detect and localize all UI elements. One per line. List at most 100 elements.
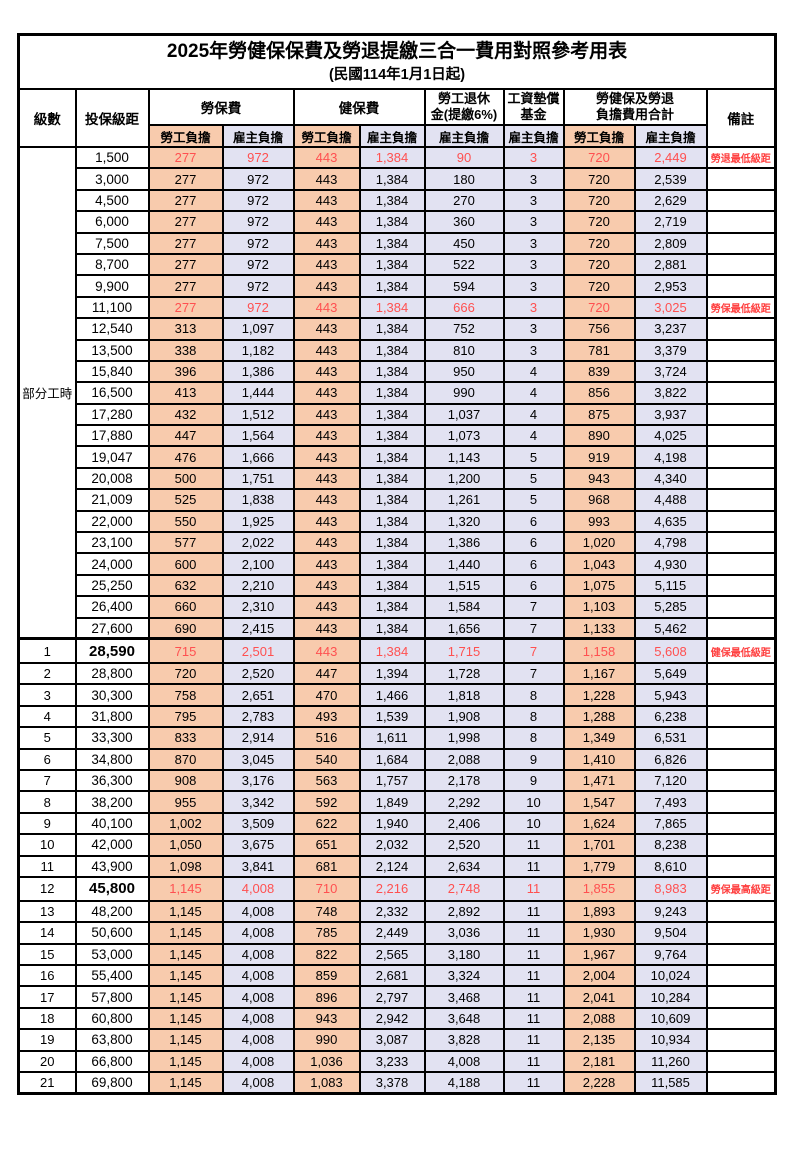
fee-cell: 7 (502, 595, 565, 619)
fee-cell: 1,466 (358, 683, 426, 707)
fee-cell: 5 (502, 445, 565, 469)
fee-cell: 1,893 (562, 899, 636, 924)
fee-cell: 1,440 (423, 552, 505, 576)
fee-cell: 720 (562, 167, 636, 191)
fee-cell: 277 (147, 188, 224, 213)
bracket-cell: 1,500 (74, 145, 150, 170)
pension-header-line2: 金(提繳6%) (430, 107, 498, 122)
fee-cell: 443 (292, 616, 361, 641)
col-header-labor-insurance: 勞保費 (147, 88, 295, 126)
fee-cell: 277 (147, 167, 224, 191)
bracket-cell: 50,600 (74, 921, 150, 945)
fee-cell: 2,809 (633, 231, 708, 255)
fee-cell: 516 (292, 726, 361, 750)
fee-cell: 2,881 (633, 252, 708, 277)
fee-cell: 3,025 (633, 295, 708, 320)
fee-cell: 443 (292, 595, 361, 619)
fee-cell: 632 (147, 573, 224, 598)
fee-cell: 1,701 (562, 833, 636, 857)
fee-cell: 1,228 (562, 683, 636, 707)
table-row: 13,500 338 1,182 443 1,384 810 3 781 3,379 (19, 338, 777, 362)
fee-cell: 476 (147, 445, 224, 469)
fee-cell: 4,008 (221, 1070, 295, 1095)
table-row: 4 31,800 795 2,783 493 1,539 1,908 8 1,288 6,238 (17, 704, 777, 729)
remark-cell (705, 899, 777, 924)
fee-cell: 1,611 (358, 726, 426, 750)
fee-cell: 1,145 (147, 899, 224, 924)
fee-cell: 500 (147, 466, 224, 491)
fee-cell: 4,008 (221, 942, 295, 967)
remark-cell (705, 616, 777, 641)
fee-cell: 2,520 (221, 661, 295, 686)
fee-cell: 277 (147, 210, 224, 234)
fee-cell: 1,930 (562, 921, 636, 945)
table-row: 7,500 277 972 443 1,384 450 3 720 2,809 (19, 231, 777, 255)
fee-cell: 856 (562, 381, 636, 405)
remark-cell (705, 488, 777, 512)
wage-fund-header-line1: 工資墊償 (507, 91, 560, 106)
fee-cell: 3,468 (423, 985, 505, 1009)
remark-cell (705, 1028, 777, 1052)
remark-cell (705, 1049, 777, 1074)
remark-cell (705, 466, 777, 491)
fee-cell: 1,584 (423, 595, 505, 619)
fee-cell: 2,914 (221, 726, 295, 750)
remark-cell (705, 595, 777, 619)
fee-cell: 1,384 (358, 573, 426, 598)
remark-cell (705, 317, 777, 341)
fee-cell: 443 (292, 359, 361, 384)
fee-cell: 3 (502, 145, 565, 170)
fee-cell: 3,045 (221, 747, 295, 771)
bracket-cell: 7,500 (74, 231, 150, 255)
level-cell: 6 (17, 747, 77, 771)
fee-cell: 7 (502, 616, 565, 641)
remark-cell (705, 854, 777, 878)
bracket-cell: 36,300 (74, 768, 150, 793)
bracket-cell: 15,840 (74, 359, 150, 384)
fee-cell: 7 (502, 661, 565, 686)
fee-cell: 443 (292, 488, 361, 512)
remark-cell: 勞退最低級距 (705, 145, 777, 170)
level-cell: 11 (17, 854, 77, 878)
fee-cell: 2,178 (423, 768, 505, 793)
fee-cell: 2,783 (221, 704, 295, 729)
fee-cell: 443 (292, 466, 361, 491)
fee-cell: 10,609 (633, 1006, 708, 1031)
fee-cell: 1,073 (423, 424, 505, 448)
fee-cell: 6,531 (633, 726, 708, 750)
fee-cell: 8 (502, 726, 565, 750)
fee-cell: 443 (292, 552, 361, 576)
fee-cell: 443 (292, 188, 361, 213)
level-cell: 17 (17, 985, 77, 1009)
fee-cell: 396 (147, 359, 224, 384)
bracket-cell: 12,540 (74, 317, 150, 341)
fee-cell: 1,967 (562, 942, 636, 967)
fee-cell: 592 (292, 790, 361, 814)
fee-cell: 447 (147, 424, 224, 448)
fee-cell: 1,908 (423, 704, 505, 729)
fee-cell: 4,340 (633, 466, 708, 491)
fee-cell: 2,681 (358, 964, 426, 988)
bracket-cell: 60,800 (74, 1006, 150, 1031)
fee-cell: 11 (502, 1028, 565, 1052)
fee-cell: 3,087 (358, 1028, 426, 1052)
fee-cell: 1,849 (358, 790, 426, 814)
fee-cell: 908 (147, 768, 224, 793)
fee-cell: 720 (562, 295, 636, 320)
bracket-cell: 31,800 (74, 704, 150, 729)
level-cell: 5 (17, 726, 77, 750)
fee-cell: 2,181 (562, 1049, 636, 1074)
fee-cell: 443 (292, 531, 361, 555)
fee-cell: 2,565 (358, 942, 426, 967)
fee-cell: 3,841 (221, 854, 295, 878)
fee-cell: 1,384 (358, 231, 426, 255)
fee-cell: 2,449 (358, 921, 426, 945)
col-header-total: 勞健保及勞退 負擔費用合計 (562, 88, 708, 126)
col-header-wage-fund: 工資墊償 基金 (502, 88, 565, 126)
fee-cell: 338 (147, 338, 224, 362)
subheader-health-employer: 雇主負擔 (358, 124, 426, 148)
fee-cell: 2,310 (221, 595, 295, 619)
fee-cell: 2,088 (423, 747, 505, 771)
fee-cell: 3,509 (221, 811, 295, 836)
fee-cell: 3,724 (633, 359, 708, 384)
